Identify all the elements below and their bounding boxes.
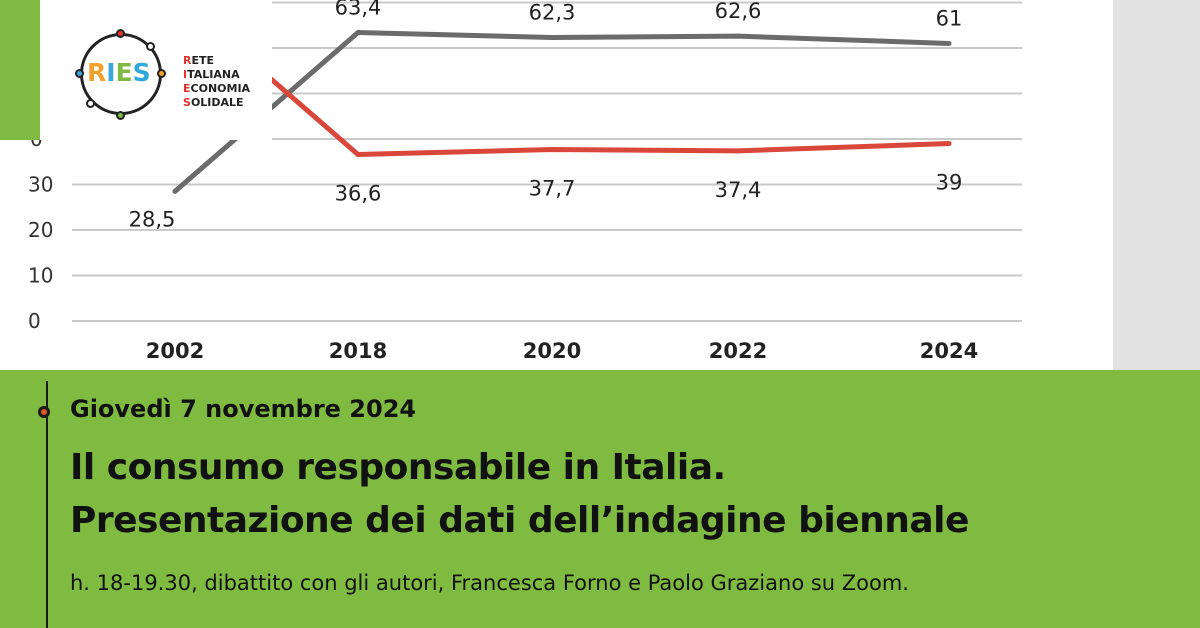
x-tick-label: 2002 <box>146 339 204 363</box>
logo-letter: S <box>132 58 151 87</box>
data-point <box>946 40 952 46</box>
event-details: h. 18-19.30, dibattito con gli autori, F… <box>70 571 909 595</box>
series-line <box>173 30 950 194</box>
x-tick-label: 2018 <box>329 339 387 363</box>
caption-initial: R <box>183 54 192 67</box>
event-title-line-1: Il consumo responsabile in Italia. <box>70 447 726 488</box>
logo-dot-top <box>116 29 125 38</box>
logo-caption: RETE ITALIANA ECONOMIA SOLIDALE <box>183 54 250 110</box>
x-tick-label: 2022 <box>709 339 767 363</box>
caption-rest: ETE <box>191 54 215 67</box>
logo-green-bar <box>0 0 40 140</box>
data-label: 37,4 <box>715 178 762 202</box>
logo-letter: I <box>106 58 116 87</box>
logo-dot-bottom <box>116 111 125 120</box>
caption-rest: CONOMIA <box>190 82 251 95</box>
data-label: 39 <box>936 171 963 195</box>
logo-dot-left <box>75 69 84 78</box>
logo-letter: R <box>87 58 107 87</box>
data-labels: 28,5 63,4 62,3 62,6 61 36,6 37,7 37,4 39 <box>129 0 963 231</box>
logo-dot-top-right <box>146 42 155 51</box>
data-point <box>735 148 741 154</box>
data-label: 62,3 <box>529 1 576 25</box>
data-point <box>549 35 555 41</box>
logo-letter: E <box>115 58 133 87</box>
event-date: Giovedì 7 novembre 2024 <box>70 395 417 423</box>
right-gray-strip <box>1113 0 1200 370</box>
data-label: 28,5 <box>129 207 176 231</box>
data-label: 61 <box>936 6 963 30</box>
event-banner <box>0 370 1200 628</box>
logo-caption-line: ITALIANA <box>183 68 250 82</box>
data-label: 63,4 <box>335 0 382 20</box>
x-tick-label: 2020 <box>523 339 581 363</box>
logo-dot-right <box>157 69 166 78</box>
caption-rest: TALIANA <box>187 68 240 81</box>
logo-acronym: RIES <box>87 58 151 87</box>
ries-logo: RIES RETE ITALIANA ECONOMIA SOLIDALE <box>0 0 272 140</box>
timeline-dot <box>38 406 50 418</box>
x-tick-label: 2024 <box>920 339 978 363</box>
data-point <box>355 151 361 157</box>
y-tick-label: 30 <box>28 173 53 197</box>
series-lines <box>172 0 952 194</box>
y-tick-label: 0 <box>28 309 41 333</box>
timeline-line <box>46 381 48 628</box>
data-label: 62,6 <box>715 0 762 23</box>
caption-initial: S <box>183 96 191 109</box>
x-axis-ticks: 2002 2018 2020 2022 2024 <box>146 339 978 363</box>
logo-caption-line: ECONOMIA <box>183 82 250 96</box>
caption-rest: OLIDALE <box>190 96 244 109</box>
logo-dot-bottom-left <box>86 99 95 108</box>
data-point <box>355 30 361 36</box>
y-tick-label: 20 <box>28 218 53 242</box>
data-point <box>549 146 555 152</box>
y-tick-label: 10 <box>28 264 53 288</box>
caption-initial: I <box>183 68 188 81</box>
data-label: 37,7 <box>529 176 576 200</box>
data-label: 36,6 <box>335 181 382 205</box>
data-point <box>735 33 741 39</box>
data-point <box>172 188 178 194</box>
data-point <box>946 141 952 147</box>
caption-initial: E <box>183 82 191 95</box>
logo-caption-line: RETE <box>183 54 250 68</box>
event-title-line-2: Presentazione dei dati dell’indagine bie… <box>70 500 969 541</box>
logo-caption-line: SOLIDALE <box>183 96 250 110</box>
